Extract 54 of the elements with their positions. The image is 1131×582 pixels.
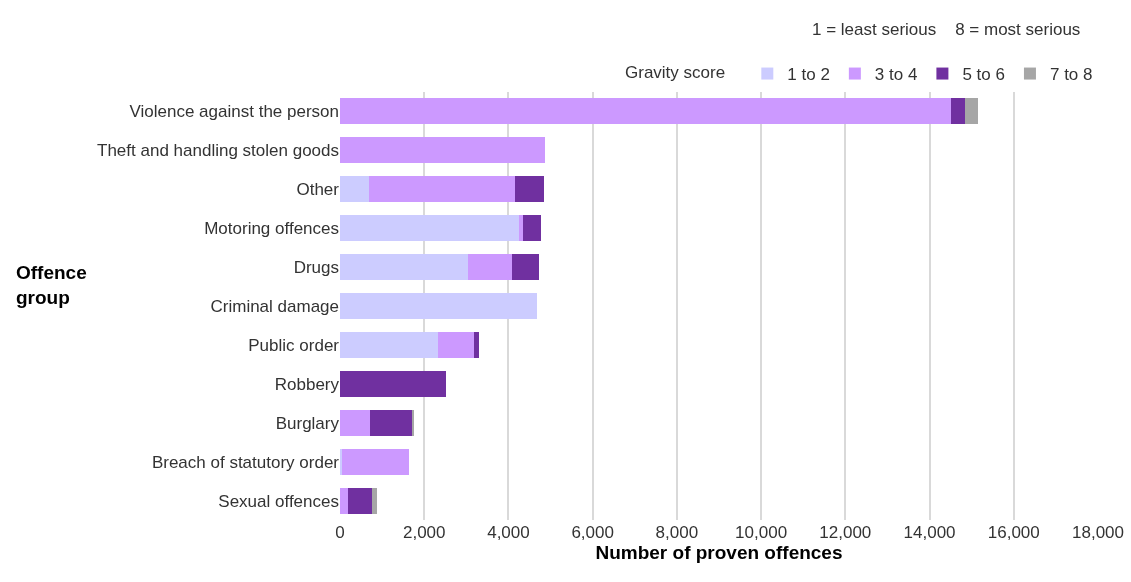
y-tick-label: Robbery — [274, 374, 340, 394]
bar — [474, 331, 480, 358]
bar — [340, 98, 951, 125]
bar — [340, 137, 545, 164]
bar — [340, 487, 349, 514]
legend-label: 5 to 6 — [962, 65, 1005, 85]
y-tick-label: Other — [296, 180, 340, 200]
bar — [348, 487, 372, 514]
y-tick-label: Sexual offences — [218, 491, 339, 511]
x-tick-label: 0 — [335, 523, 345, 542]
bar — [511, 254, 540, 281]
text: 1 = least serious 8 = most serious — [812, 20, 1081, 39]
bar — [438, 331, 475, 358]
x-tick-label: 6,000 — [571, 523, 614, 542]
bar — [340, 331, 439, 358]
y-axis-title: Offence group — [16, 262, 87, 308]
legend-label: 3 to 4 — [874, 65, 918, 85]
bar — [964, 98, 978, 125]
x-tick-label: 4,000 — [487, 523, 530, 542]
x-tick-label: 2,000 — [402, 523, 446, 542]
bar — [340, 448, 343, 475]
bar — [342, 448, 410, 475]
bar — [340, 254, 469, 281]
bar — [522, 215, 542, 242]
y-tick-label: Drugs — [293, 258, 339, 278]
y-tick-label: Criminal damage — [210, 296, 339, 316]
bar — [372, 487, 377, 514]
y-tick-label: Burglary — [275, 413, 340, 433]
bar — [514, 176, 545, 203]
y-tick-label: Public order — [248, 335, 340, 355]
bar — [468, 254, 512, 281]
y-tick-label: Theft and handling stolen goods — [97, 141, 339, 161]
bar — [370, 409, 413, 436]
y-tick-label: Motoring offences — [204, 219, 339, 239]
bar — [518, 215, 523, 242]
bar — [340, 215, 519, 242]
x-tick-label: 16,000 — [987, 523, 1040, 542]
bar — [369, 176, 515, 203]
bar — [340, 409, 371, 436]
x-tick-label: 12,000 — [819, 523, 872, 542]
bar — [950, 98, 965, 125]
x-axis-title: Number of proven offences — [595, 542, 843, 563]
y-tick-label: Violence against the person — [129, 102, 339, 122]
legend-label: 1 to 2 — [787, 65, 830, 85]
x-tick-label: 14,000 — [903, 523, 956, 542]
x-tick-label: 18,000 — [1072, 523, 1124, 542]
legend-label: 7 to 8 — [1049, 65, 1093, 85]
y-tick-label: Breach of statutory order — [151, 452, 340, 472]
x-tick-label: 10,000 — [735, 523, 788, 542]
bar — [340, 370, 446, 397]
bar — [340, 292, 538, 320]
bar — [340, 176, 370, 203]
x-tick-label: 8,000 — [655, 523, 699, 542]
legend-title: Gravity score — [625, 63, 740, 83]
